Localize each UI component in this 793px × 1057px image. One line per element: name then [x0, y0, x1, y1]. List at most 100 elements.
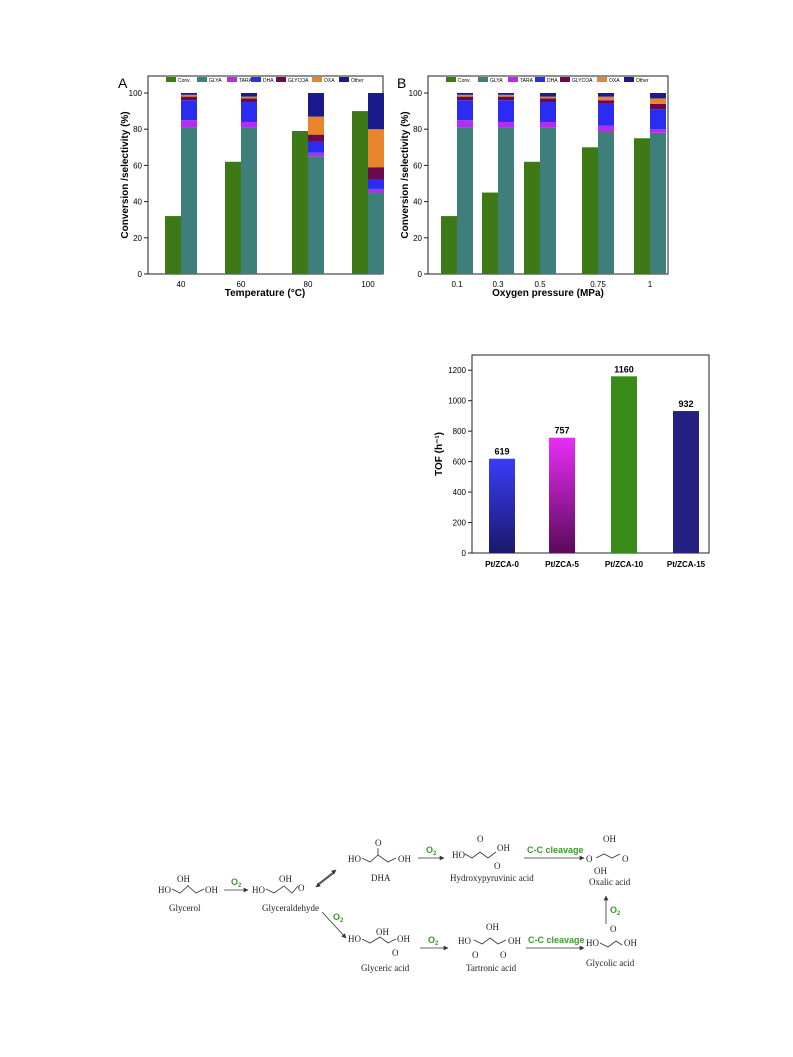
panel-a-ytick-label: 100	[129, 89, 143, 98]
glyceric-bonds	[361, 936, 397, 944]
panel-a-selectivity-segment-tara	[181, 120, 197, 128]
panel-a-y-axis-label: Conversion /selectivity (%)	[120, 111, 131, 238]
panel-a-selectivity-segment-tara	[368, 188, 384, 193]
tof-ytick-label: 800	[453, 427, 467, 436]
tartronic-label: Tartronic acid	[466, 963, 517, 973]
panel-a-ytick-label: 20	[133, 234, 142, 243]
panel-b-conversion-bar	[634, 138, 650, 274]
panel-b-xtick-label: 0.3	[492, 280, 504, 289]
hydroxypyruvinic-label: Hydroxypyruvinic acid	[450, 873, 534, 883]
panel-a-ytick-label: 0	[138, 270, 143, 279]
glycerol-bonds	[171, 885, 205, 894]
panel-b-selectivity-segment-glya	[540, 127, 556, 274]
legend-swatch-glya	[478, 77, 488, 82]
panel-a-selectivity-segment-glya	[368, 192, 384, 274]
panel-b-xtick-label: 1	[648, 280, 653, 289]
panel-a-conversion-bar	[225, 161, 241, 274]
tof-bar	[489, 458, 515, 553]
tof-xtick-label: Pt/ZCA-10	[605, 560, 644, 569]
dha-label: DHA	[371, 873, 391, 883]
panel-a-ytick-label: 60	[133, 161, 142, 170]
legend-label: TARA	[239, 78, 253, 84]
panel-b-conversion-bar	[582, 147, 598, 274]
panel-b-selectivity-segment-dha	[540, 102, 556, 122]
tof-ytick-label: 200	[453, 519, 467, 528]
tof-bar	[549, 437, 575, 553]
dha-bonds	[361, 854, 397, 863]
tartronic-oh-right: OH	[508, 936, 521, 946]
panel-b-y-ticks: 0 20 40 60 80 100	[409, 89, 428, 279]
panel-b-selectivity-segment-other	[540, 93, 556, 97]
panel-b-selectivity-segment-glycoa	[540, 98, 556, 103]
glycolic-oh: OH	[624, 938, 637, 948]
panel-b-selectivity-segment-glya	[457, 127, 473, 274]
panel-a-selectivity-segment-oxa	[368, 129, 384, 168]
panel-b-legend: Conv. GLYA TARA DHA GLYCOA OXA Other	[446, 77, 649, 84]
panel-a-x-axis-label: Temperature (°C)	[225, 288, 306, 299]
glycolic-o: O	[610, 924, 617, 934]
panel-b-selectivity-segment-glycoa	[598, 100, 614, 104]
tof-ytick-label: 1200	[448, 366, 466, 375]
panel-a-selectivity-segment-glya	[181, 127, 197, 274]
panel-b-ytick-label: 80	[413, 125, 422, 134]
glycolic-ho: HO	[586, 938, 599, 948]
oxalic-o-right: O	[622, 854, 629, 864]
tartronic-o-right: O	[500, 950, 507, 960]
dha-structure: HO O OH DHA	[348, 838, 411, 883]
glyceraldehyde-oh: OH	[279, 874, 292, 884]
legend-swatch-glycoa	[560, 77, 570, 82]
glycerol-structure: HO OH OH Glycerol	[158, 874, 218, 913]
panel-b-selectivity-segment-other	[598, 93, 614, 97]
tof-xtick-label: Pt/ZCA-15	[667, 560, 706, 569]
tof-bars: 619 757 1160 932	[489, 364, 699, 553]
glycerol-ho: HO	[158, 885, 171, 895]
panel-a-ytick-label: 40	[133, 198, 142, 207]
panel-b-ytick-label: 100	[409, 89, 423, 98]
legend-swatch-other	[339, 77, 349, 82]
legend-label: GLYCOA	[572, 78, 593, 84]
tof-ytick-label: 600	[453, 458, 467, 467]
hydroxypyruvinic-o-bottom: O	[494, 861, 501, 871]
oxalic-o-left: O	[586, 854, 593, 864]
legend-swatch-dha	[535, 77, 545, 82]
legend-swatch-conv	[446, 77, 456, 82]
tof-data-label: 757	[554, 426, 569, 436]
panel-a-selectivity-segment-other	[368, 93, 384, 130]
panel-a-selectivity-segment-oxa	[241, 96, 257, 99]
glycerol-label: Glycerol	[169, 903, 201, 913]
tof-frame	[471, 354, 710, 554]
panel-b-ytick-label: 0	[418, 270, 423, 279]
legend-label: GLYA	[209, 78, 222, 84]
arrow-from-dha	[315, 872, 335, 888]
o2-label-1: O2	[231, 877, 242, 889]
panel-b-ytick-label: 20	[413, 234, 422, 243]
legend-label: OXA	[609, 78, 620, 84]
panel-b-selectivity-segment-glya	[598, 131, 614, 274]
panel-a-selectivity-segment-oxa	[181, 94, 197, 97]
legend-swatch-oxa	[597, 77, 607, 82]
glyceraldehyde-bonds	[265, 885, 299, 894]
glyceraldehyde-structure: HO OH O Glyceraldehyde	[252, 874, 319, 913]
tof-ytick-label: 1000	[448, 397, 466, 406]
panel-a-selectivity-segment-other	[241, 93, 257, 97]
tof-data-label: 932	[678, 399, 693, 409]
panel-a-xtick-label: 60	[237, 280, 246, 289]
panel-a-selectivity-segment-dha	[368, 179, 384, 189]
panel-a-legend: Conv. GLYA TARA DHA GLYCOA OXA Other	[166, 77, 364, 84]
legend-label: TARA	[520, 78, 534, 84]
oxalic-label: Oxalic acid	[589, 877, 631, 887]
dha-ho: HO	[348, 854, 361, 864]
panel-b-selectivity-segment-glya	[498, 127, 514, 274]
tof-ytick-label: 400	[453, 488, 467, 497]
dha-o: O	[375, 838, 382, 848]
legend-label: DHA	[263, 78, 274, 84]
legend-swatch-dha	[251, 77, 261, 82]
panel-b-selectivity-segment-other	[650, 93, 666, 99]
hydroxypyruvinic-ho: HO	[452, 850, 465, 860]
panel-b-x-ticks: 0.1 0.3 0.5 0.75 1	[451, 280, 652, 289]
legend-swatch-tara	[227, 77, 237, 82]
legend-label: Other	[636, 78, 649, 84]
panel-b-selectivity-segment-tara	[498, 121, 514, 128]
panel-b-selectivity-segment-oxa	[540, 96, 556, 99]
panel-a-label: A	[118, 75, 128, 91]
